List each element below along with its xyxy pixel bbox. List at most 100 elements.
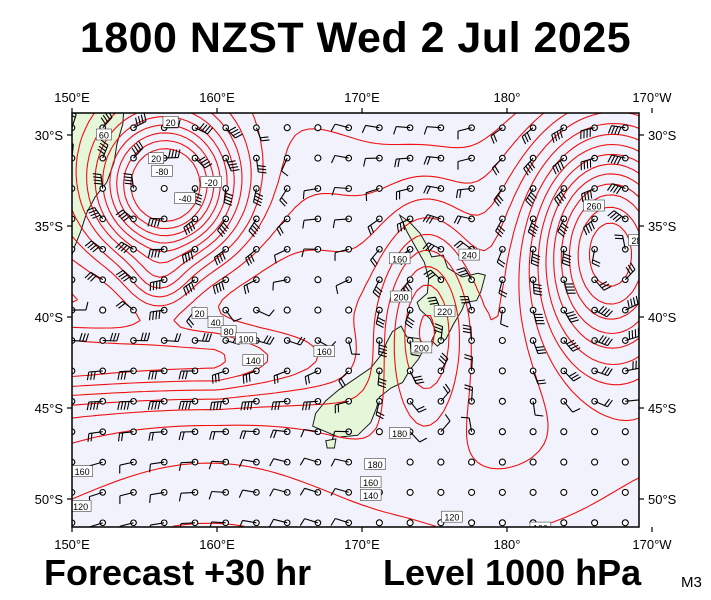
contour-label: 20 (148, 152, 164, 164)
wind-barb (406, 488, 414, 496)
wind-barb (92, 173, 107, 192)
wind-barb (614, 234, 629, 253)
wind-barb (115, 269, 137, 284)
contour-label-text: 160 (75, 467, 90, 477)
isobar--20 (72, 113, 264, 298)
contour-label-text: 20 (151, 154, 161, 164)
wind-barb (433, 323, 445, 344)
wind-barb (280, 154, 291, 177)
lon-tick-label-top: 170°E (344, 90, 380, 105)
contour-label: 140 (359, 489, 382, 501)
wind-barb (525, 185, 537, 207)
wind-barb (253, 124, 270, 142)
wind-barb (191, 154, 213, 169)
wind-barb (330, 154, 353, 164)
wind-barb (208, 458, 230, 470)
map-title: 1800 NZST Wed 2 Jul 2025 (79, 14, 632, 62)
wind-barb (406, 397, 427, 413)
wind-barb (248, 215, 261, 238)
wind-barb (314, 124, 322, 132)
wind-barb (242, 367, 260, 384)
wind-barb (252, 185, 264, 207)
contour-label-text: -40 (179, 194, 192, 204)
wind-barb (330, 517, 353, 527)
wind-barb (331, 428, 353, 440)
contour-label: 160 (359, 476, 382, 488)
wind-barb (300, 428, 322, 438)
lat-tick-label-right: 50°S (648, 492, 677, 507)
isobar-100 (568, 194, 639, 320)
wind-barb (457, 154, 475, 170)
wind-barb (283, 124, 291, 132)
contour-label-text: 100 (533, 524, 548, 534)
wind-barb (498, 397, 506, 405)
wind-barb (119, 519, 137, 527)
wind-barb (394, 154, 414, 168)
wind-barb (607, 210, 629, 223)
wind-barb (334, 245, 353, 261)
isobar--30 (75, 113, 252, 289)
lon-tick-label-top: 170°W (632, 90, 672, 105)
contour-label: 180 (364, 458, 386, 470)
wind-barb (238, 458, 260, 468)
wind-barb (330, 458, 353, 467)
wind-barb (529, 367, 547, 385)
wind-barb (521, 124, 537, 145)
wind-barb (148, 367, 168, 380)
contour-label-text: 20 (166, 118, 176, 128)
wind-barb (551, 124, 568, 143)
lon-tick-label-top: 180° (494, 90, 521, 105)
wind-barb (404, 306, 415, 329)
wind-barb (621, 488, 629, 496)
level-label: Level 1000 hPa (383, 552, 642, 593)
contour-label: 200 (410, 341, 433, 353)
contour-label: 200 (390, 290, 412, 303)
wind-barb (178, 397, 199, 410)
wind-barb (240, 397, 260, 411)
wind-barb (375, 428, 383, 436)
contour-label: -40 (174, 192, 196, 204)
wind-barb (243, 276, 260, 295)
wind-barb (115, 209, 137, 223)
wind-barb (646, 234, 659, 252)
wind-barb (498, 488, 506, 496)
wind-barb (422, 214, 445, 224)
contour-label: -20 (200, 176, 222, 188)
wind-barb (272, 276, 291, 291)
wind-barb (491, 154, 506, 176)
wind-barb (217, 215, 230, 237)
isobar-70 (418, 163, 639, 366)
wind-barb (149, 276, 168, 291)
contour-label: 140 (242, 354, 264, 366)
lon-tick-label-top: 150°E (54, 90, 90, 105)
isobar-30 (72, 122, 639, 419)
wind-barb (529, 276, 543, 296)
contour-label: 240 (458, 248, 480, 261)
wind-barb (560, 519, 568, 527)
wind-barb (422, 242, 445, 253)
wind-barb (273, 245, 291, 264)
contour-label: 180 (388, 427, 411, 439)
contour-label-text: 100 (238, 334, 253, 344)
wind-barb (393, 124, 414, 135)
wind-barb (115, 241, 137, 254)
wind-barb (468, 519, 476, 527)
isobar-120 (588, 222, 633, 287)
wind-barb (437, 458, 445, 466)
isobar-80 (553, 173, 639, 349)
wind-barb (395, 185, 414, 200)
wind-barb (621, 428, 629, 436)
wind-barb (314, 306, 322, 314)
wind-barb (117, 397, 137, 411)
wind-barb (591, 305, 613, 318)
contour-label: 260 (583, 199, 605, 212)
wind-barb (406, 458, 414, 466)
wind-barb (621, 397, 639, 405)
wind-barb (331, 185, 353, 196)
wind-barb (302, 215, 322, 229)
wind-barb (529, 488, 537, 496)
wind-barb (459, 295, 475, 314)
wind-barb (301, 397, 322, 411)
wind-barb (653, 459, 659, 465)
